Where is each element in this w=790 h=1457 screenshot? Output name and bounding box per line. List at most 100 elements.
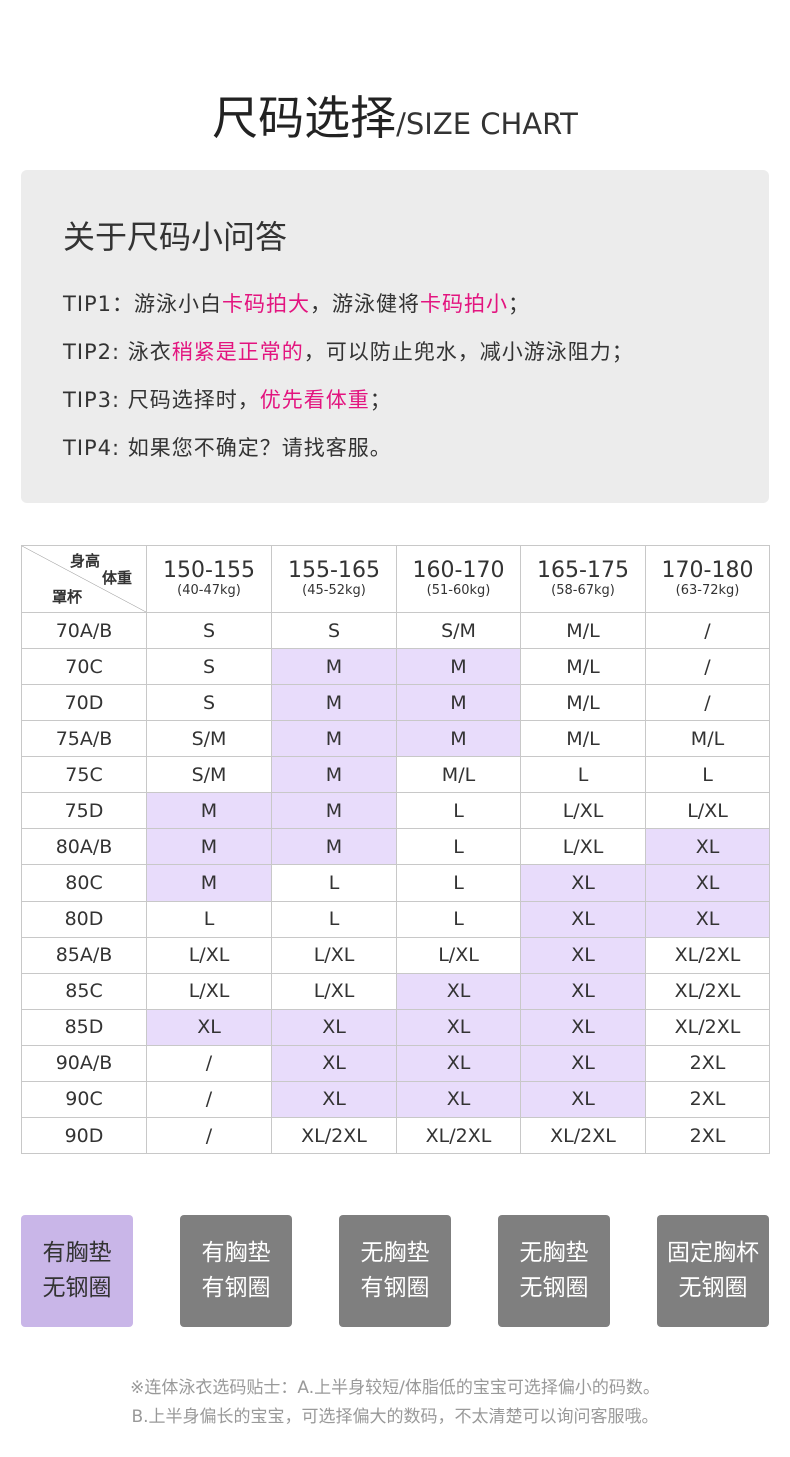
cup-cell: 90D: [22, 1117, 147, 1155]
size-cell: XL: [397, 1045, 521, 1082]
tip-text: ；: [508, 292, 531, 316]
size-cell: XL: [646, 829, 770, 866]
size-cell: M/L: [521, 613, 646, 650]
size-cell: XL: [521, 937, 646, 974]
column-header: 150-155 (40-47kg): [147, 546, 272, 613]
type-button[interactable]: 无胸垫 有钢圈: [339, 1215, 451, 1327]
size-cell: L/XL: [272, 973, 397, 1010]
type-label: 无钢圈: [519, 1275, 589, 1301]
weight-range: (58-67kg): [551, 583, 615, 598]
size-cell: L: [272, 865, 397, 902]
size-cell: M: [272, 793, 397, 830]
weight-range: (63-72kg): [675, 583, 740, 598]
faq-box: 关于尺码小问答 TIP1：游泳小白卡码拍大，游泳健将卡码拍小； TIP2: 泳衣稍…: [21, 170, 769, 503]
tip-text: TIP4: 如果您不确定？请找客服。: [63, 436, 392, 460]
height-range: 170-180: [661, 558, 754, 583]
cup-cell: 80A/B: [22, 829, 147, 866]
tip: TIP2: 泳衣稍紧是正常的，可以防止兜水，减小游泳阻力；: [63, 336, 634, 366]
type-label: 有钢圈: [201, 1275, 271, 1301]
size-cell: L/XL: [272, 937, 397, 974]
size-cell: XL: [646, 865, 770, 902]
size-cell: L/XL: [147, 937, 272, 974]
type-button[interactable]: 固定胸杯 无钢圈: [657, 1215, 769, 1327]
cup-cell: 85A/B: [22, 937, 147, 974]
size-cell: /: [646, 685, 770, 722]
cup-cell: 75D: [22, 793, 147, 830]
faq-title: 关于尺码小问答: [63, 218, 288, 256]
size-cell: L/XL: [147, 973, 272, 1010]
type-button[interactable]: 有胸垫 有钢圈: [180, 1215, 292, 1327]
size-cell: M: [147, 829, 272, 866]
size-cell: XL: [521, 973, 646, 1010]
size-cell: L: [397, 901, 521, 938]
column-header: 160-170 (51-60kg): [397, 546, 521, 613]
size-cell: 2XL: [646, 1045, 770, 1082]
type-label: 无钢圈: [678, 1275, 748, 1301]
cup-cell: 80C: [22, 865, 147, 902]
size-cell: S/M: [147, 757, 272, 794]
size-cell: L/XL: [521, 793, 646, 830]
size-cell: M: [397, 649, 521, 686]
size-cell: XL/2XL: [646, 937, 770, 974]
tip-text: ；: [369, 388, 392, 412]
size-cell: 2XL: [646, 1117, 770, 1155]
height-range: 150-155: [163, 558, 255, 583]
cup-cell: 80D: [22, 901, 147, 938]
size-cell: XL: [397, 1081, 521, 1118]
size-cell: XL: [521, 1009, 646, 1046]
size-cell: L: [147, 901, 272, 938]
size-cell: S: [147, 649, 272, 686]
tip: TIP1：游泳小白卡码拍大，游泳健将卡码拍小；: [63, 288, 530, 318]
size-cell: XL: [521, 1081, 646, 1118]
size-cell: L/XL: [646, 793, 770, 830]
type-label: 无钢圈: [42, 1275, 112, 1301]
type-label: 固定胸杯: [667, 1240, 759, 1266]
size-cell: /: [147, 1045, 272, 1082]
size-cell: M/L: [521, 721, 646, 758]
column-header: 155-165 (45-52kg): [272, 546, 397, 613]
cup-cell: 70C: [22, 649, 147, 686]
title-cn: 尺码选择: [212, 91, 397, 145]
note: ※连体泳衣选码贴士：A.上半身较短/体脂低的宝宝可选择偏小的码数。: [130, 1378, 660, 1398]
type-label: 无胸垫: [519, 1240, 589, 1266]
size-cell: L: [397, 865, 521, 902]
size-cell: L/XL: [521, 829, 646, 866]
weight-range: (45-52kg): [302, 583, 366, 598]
title-en: /SIZE CHART: [396, 107, 578, 141]
size-cell: S: [147, 613, 272, 650]
size-cell: M/L: [521, 649, 646, 686]
cup-cell: 75A/B: [22, 721, 147, 758]
size-cell: M/L: [397, 757, 521, 794]
tip-text: TIP1：游泳小白: [63, 292, 223, 316]
size-cell: L: [646, 757, 770, 794]
type-label: 有胸垫: [42, 1240, 112, 1266]
size-cell: 2XL: [646, 1081, 770, 1118]
size-cell: L/XL: [397, 937, 521, 974]
size-cell: XL: [397, 1009, 521, 1046]
type-button[interactable]: 无胸垫 无钢圈: [498, 1215, 610, 1327]
size-cell: XL: [272, 1009, 397, 1046]
size-cell: M: [397, 721, 521, 758]
tip-highlight: 卡码拍大: [222, 292, 311, 316]
weight-range: (40-47kg): [177, 583, 241, 598]
type-button[interactable]: 有胸垫 无钢圈: [21, 1215, 133, 1327]
size-cell: S/M: [147, 721, 272, 758]
size-cell: M: [397, 685, 521, 722]
size-cell: L: [272, 901, 397, 938]
height-range: 155-165: [288, 558, 380, 583]
size-cell: S/M: [397, 613, 521, 650]
cup-cell: 85D: [22, 1009, 147, 1046]
corner-cell: 身高 体重 罩杯: [22, 546, 147, 613]
size-cell: M/L: [646, 721, 770, 758]
size-cell: XL/2XL: [397, 1117, 521, 1155]
cup-cell: 75C: [22, 757, 147, 794]
size-cell: XL: [272, 1081, 397, 1118]
size-cell: XL: [521, 901, 646, 938]
corner-label: 罩杯: [52, 588, 83, 606]
cup-cell: 70A/B: [22, 613, 147, 650]
size-cell: /: [147, 1081, 272, 1118]
size-cell: L: [397, 829, 521, 866]
size-cell: M: [272, 757, 397, 794]
type-label: 有钢圈: [360, 1275, 430, 1301]
size-cell: M: [147, 793, 272, 830]
